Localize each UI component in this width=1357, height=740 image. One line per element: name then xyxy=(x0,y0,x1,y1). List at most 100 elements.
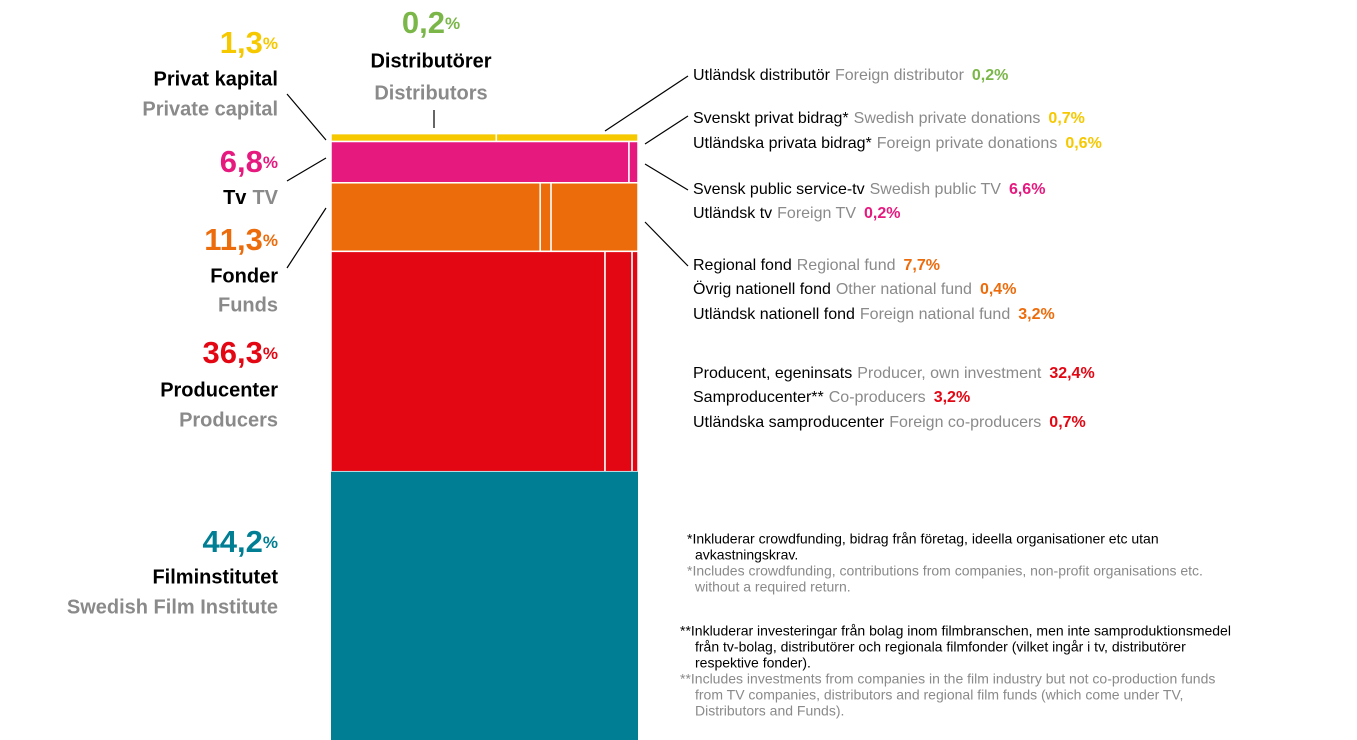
item-sv: Övrig nationell fond xyxy=(693,280,831,298)
item-sv: Svensk public service-tv xyxy=(693,181,865,198)
sub-segment xyxy=(550,182,639,253)
value-label: 11,3 xyxy=(204,222,263,257)
item-value: 0,2 xyxy=(864,205,886,222)
footnote-en: from TV companies, distributors and regi… xyxy=(695,687,1183,703)
item-label: Utländsk nationell fond Foreign national … xyxy=(693,306,1055,323)
unit: % xyxy=(263,533,278,552)
item-label: Utländsk tv Foreign TV 0,2% xyxy=(693,205,900,222)
group-name: Privat kapital xyxy=(153,68,278,90)
sub-segment xyxy=(330,182,541,253)
item-en: Foreign TV xyxy=(777,205,856,222)
group-name: Tv TV xyxy=(223,187,279,209)
item-label: Svenskt privat bidrag* Swedish private do… xyxy=(693,110,1085,127)
sub-segment xyxy=(330,132,498,143)
item-sv: Utländsk nationell fond xyxy=(693,306,855,323)
unit: % xyxy=(263,344,278,363)
sub-segment xyxy=(330,250,606,473)
item-label: Utländska samproducenter Foreign co-produ… xyxy=(693,414,1086,431)
footnote-en: Distributors and Funds). xyxy=(695,703,844,719)
connector xyxy=(644,115,689,145)
group-name-en: Swedish Film Institute xyxy=(67,596,278,618)
group-value: 1,3% xyxy=(220,25,278,60)
footnote-sv: respektive fonder). xyxy=(695,655,811,671)
item-value: 7,7 xyxy=(904,257,926,274)
item-sv: Producent, egeninsats xyxy=(693,365,852,382)
item-unit: % xyxy=(926,257,940,274)
group-name: Distributörer xyxy=(370,50,491,72)
item-value: 0,2 xyxy=(972,67,994,84)
item-sv: Regional fond xyxy=(693,257,792,274)
item-en: Foreign distributor xyxy=(835,67,965,84)
item-label: Utländska privata bidrag* Foreign private… xyxy=(693,135,1102,152)
group-name-en: Distributors xyxy=(374,82,487,104)
item-value: 3,2 xyxy=(1018,306,1040,323)
value-label: 1,3 xyxy=(220,25,263,60)
group-value: 6,8% xyxy=(220,144,278,179)
item-unit: % xyxy=(1080,365,1094,382)
item-label: Samproducenter** Co-producers 3,2% xyxy=(693,389,970,406)
item-en: Other national fund xyxy=(836,281,972,298)
group-value: 0,2% xyxy=(402,5,460,40)
group-name-en: Private capital xyxy=(142,98,278,120)
group-value: 11,3% xyxy=(204,222,278,257)
item-label: Utländsk distributör Foreign distributor 0… xyxy=(693,67,1008,84)
item-label: Svensk public service-tv Swedish public T… xyxy=(693,181,1045,198)
unit: % xyxy=(263,34,278,53)
sub-segment xyxy=(495,132,639,143)
connector xyxy=(286,93,327,141)
item-sv: Utländska privata bidrag* xyxy=(693,135,872,152)
unit: % xyxy=(263,231,278,250)
footnote-sv: **Inkluderar investeringar från bolag in… xyxy=(680,623,1231,639)
footnote-en: **Includes investments from companies in… xyxy=(680,671,1215,687)
item-unit: % xyxy=(1031,181,1045,198)
sub-segment xyxy=(604,250,633,473)
value-label: 36,3 xyxy=(203,335,263,370)
item-en: Swedish public TV xyxy=(870,181,1002,198)
footnote-sv: från tv-bolag, distributörer och regiona… xyxy=(695,639,1186,655)
item-unit: % xyxy=(994,67,1008,84)
item-unit: % xyxy=(1040,306,1054,323)
group-name-en: Producers xyxy=(179,409,278,431)
item-unit: % xyxy=(1088,135,1102,152)
sub-segment xyxy=(330,140,630,184)
group-value: 44,2% xyxy=(203,524,278,559)
item-unit: % xyxy=(886,205,900,222)
item-value: 32,4 xyxy=(1049,365,1080,382)
item-en: Foreign national fund xyxy=(860,306,1010,323)
item-en: Foreign co-producers xyxy=(889,414,1041,431)
unit: % xyxy=(263,153,278,172)
value-label: 6,8 xyxy=(220,144,263,179)
footnote-en: without a required return. xyxy=(694,579,851,595)
name-sv: Tv xyxy=(223,187,247,209)
item-unit: % xyxy=(1071,110,1085,127)
connector xyxy=(604,75,689,132)
connector xyxy=(286,157,327,182)
footnote-sv: avkastningskrav. xyxy=(695,547,798,563)
group-value: 36,3% xyxy=(203,335,278,370)
item-unit: % xyxy=(1072,414,1086,431)
item-value: 6,6 xyxy=(1009,181,1031,198)
item-value: 0,7 xyxy=(1048,110,1070,127)
item-value: 3,2 xyxy=(934,389,956,406)
connector xyxy=(644,163,689,191)
item-sv: Svenskt privat bidrag* xyxy=(693,110,849,127)
item-en: Regional fund xyxy=(797,257,896,274)
group-name: Fonder xyxy=(210,265,278,287)
connectors xyxy=(286,75,689,269)
item-sv: Utländska samproducenter xyxy=(693,414,885,431)
item-en: Foreign private donations xyxy=(877,135,1058,152)
footnote-en: *Includes crowdfunding, contributions fr… xyxy=(687,563,1203,579)
group-name: Producenter xyxy=(160,379,278,401)
item-unit: % xyxy=(1002,281,1016,298)
value-label: 44,2 xyxy=(203,524,263,559)
item-value: 0,7 xyxy=(1049,414,1071,431)
item-label: Producent, egeninsats Producer, own inves… xyxy=(693,365,1095,382)
connector xyxy=(644,221,689,267)
item-en: Co-producers xyxy=(829,389,926,406)
item-sv: Utländsk distributör xyxy=(693,67,831,84)
item-value: 0,6 xyxy=(1065,135,1087,152)
footnote-sv: *Inkluderar crowdfunding, bidrag från fö… xyxy=(687,531,1159,547)
item-unit: % xyxy=(956,389,970,406)
name-en: TV xyxy=(252,187,278,209)
